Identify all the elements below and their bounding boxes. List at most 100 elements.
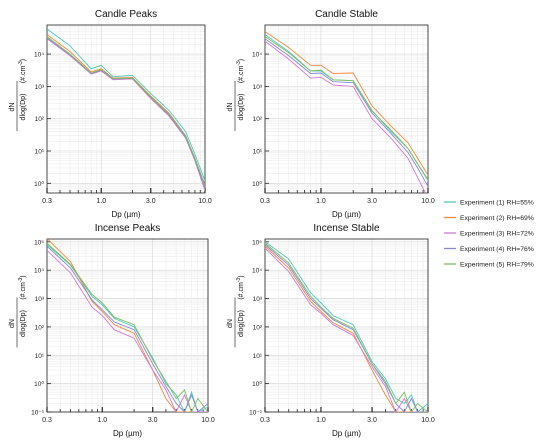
y-axis-label-numerator: dN	[227, 103, 234, 112]
y-axis-unit: (#.cm-3)	[236, 59, 245, 83]
series-line-3	[265, 40, 426, 193]
x-axis-label: Dp (µm)	[113, 429, 142, 438]
x-axis-label: Dp (µm)	[111, 210, 140, 219]
plot-frame	[264, 238, 429, 413]
y-axis-unit-superscript: -3	[236, 61, 242, 66]
legend-label-4: Experiment (4) RH=76%	[460, 246, 534, 253]
y-axis-unit-base: (#.cm	[20, 282, 27, 300]
y-tick-label: 10¹	[35, 149, 45, 156]
plot-frame	[46, 238, 209, 413]
y-tick-label: 10¹	[35, 353, 45, 360]
x-tick-label: 10.0	[421, 417, 435, 424]
legend-label-1: Experiment (1) RH=55%	[460, 200, 534, 207]
x-tick-label: 3.0	[367, 198, 377, 205]
series-line-3	[265, 247, 428, 412]
y-axis-unit: (#.cm-3)	[18, 59, 27, 83]
y-tick-label: 10⁻¹	[31, 410, 45, 417]
y-tick-label: 10³	[35, 296, 45, 303]
y-axis-unit-close: )	[20, 59, 27, 61]
plot-frame	[264, 24, 429, 194]
y-tick-label: 10³	[253, 296, 263, 303]
chart-panel-4: 0.3 1.0 3.0 10.0 10⁻¹ 10⁰ 10¹ 10² 10³ 10⁴ 10⁵ Incen…	[227, 223, 435, 438]
y-axis-unit: (#.cm-3)	[236, 275, 245, 299]
y-axis-label-numerator: dN	[227, 319, 234, 328]
y-tick-label: 10⁵	[252, 239, 262, 246]
x-tick-label: 3.0	[367, 417, 377, 424]
y-axis-unit-close: )	[238, 275, 245, 277]
y-tick-label: 10⁴	[34, 268, 44, 275]
y-tick-label: 10⁰	[252, 380, 262, 388]
x-axis-label: Dp (µm)	[332, 210, 361, 219]
y-tick-label: 10²	[253, 116, 263, 123]
y-axis-unit-base: (#.cm	[238, 282, 245, 300]
chart-panel-3: 0.3 1.0 3.0 10.0 10⁻¹ 10⁰ 10¹ 10² 10³ 10⁴ 10⁵ Incen…	[9, 223, 215, 438]
chart-title: Incense Peaks	[95, 223, 161, 234]
y-tick-label: 10³	[253, 84, 263, 91]
y-axis-label-numerator: dN	[9, 103, 16, 112]
y-axis-label-denominator: dlog(Dp)	[238, 94, 245, 121]
y-axis-unit-superscript: -3	[18, 277, 24, 282]
series-line-1	[265, 241, 428, 412]
x-tick-label: 3.0	[148, 417, 158, 424]
chart-title: Candle Stable	[315, 9, 378, 20]
series-line-5	[47, 36, 205, 185]
y-axis-unit-base: (#.cm	[20, 65, 27, 83]
series-line-3	[47, 250, 208, 412]
legend-label-5: Experiment (5) RH=79%	[460, 262, 534, 269]
x-tick-label: 0.3	[42, 198, 52, 205]
y-tick-label: 10⁰	[34, 180, 44, 188]
y-tick-label: 10¹	[253, 353, 263, 360]
x-tick-label: 1.0	[97, 417, 107, 424]
legend: Experiment (1) RH=55% Experiment (2) RH=6…	[444, 200, 534, 269]
x-tick-label: 1.0	[316, 417, 326, 424]
y-axis-unit-superscript: -3	[18, 61, 24, 66]
chart-panel-1: 0.3 1.0 3.0 10.0 10⁰ 10¹ 10² 10³ 10⁴ Candle Peaks…	[9, 9, 212, 219]
x-tick-label: 1.0	[96, 198, 106, 205]
series-line-5	[47, 242, 208, 412]
series-line-4	[265, 38, 428, 187]
y-tick-label: 10⁴	[34, 52, 44, 59]
series-line-4	[47, 245, 208, 412]
series-line-5	[265, 242, 428, 412]
plot-frame	[46, 24, 206, 194]
chart-panel-2: 0.3 1.0 3.0 10.0 10⁰ 10¹ 10² 10³ 10⁴ Candle Stabl…	[227, 9, 435, 219]
legend-label-2: Experiment (2) RH=69%	[460, 215, 534, 222]
y-tick-label: 10⁴	[252, 268, 262, 275]
series-line-2	[265, 31, 428, 176]
y-tick-label: 10⁰	[34, 380, 44, 388]
y-axis-unit: (#.cm-3)	[18, 275, 27, 299]
y-axis-unit-close: )	[20, 275, 27, 277]
series-line-4	[47, 37, 205, 189]
series-line-5	[265, 36, 428, 180]
x-axis-label: Dp (µm)	[332, 429, 361, 438]
series-line-2	[265, 245, 428, 412]
x-tick-label: 1.0	[316, 198, 326, 205]
series-line-1	[47, 244, 208, 412]
chart-title: Incense Stable	[313, 223, 380, 234]
y-tick-label: 10⁴	[252, 52, 262, 59]
y-tick-label: 10¹	[253, 149, 263, 156]
y-axis-label-denominator: dlog(Dp)	[20, 310, 27, 337]
x-tick-label: 10.0	[201, 417, 215, 424]
y-axis-unit-superscript: -3	[236, 277, 242, 282]
x-tick-label: 0.3	[42, 417, 52, 424]
series-line-1	[47, 28, 205, 181]
y-tick-label: 10²	[35, 324, 45, 331]
x-tick-label: 10.0	[198, 198, 212, 205]
x-tick-label: 10.0	[421, 198, 435, 205]
y-axis-unit-base: (#.cm	[238, 65, 245, 83]
y-tick-label: 10²	[35, 116, 45, 123]
y-tick-label: 10⁰	[252, 180, 262, 188]
y-tick-label: 10⁻¹	[249, 410, 263, 417]
y-axis-label-numerator: dN	[9, 319, 16, 328]
y-tick-label: 10³	[35, 84, 45, 91]
x-tick-label: 0.3	[260, 417, 270, 424]
y-tick-label: 10²	[253, 324, 263, 331]
y-tick-label: 10⁵	[34, 239, 44, 246]
y-axis-unit-close: )	[238, 59, 245, 61]
x-tick-label: 3.0	[146, 198, 156, 205]
y-axis-label-denominator: dlog(Dp)	[238, 310, 245, 337]
legend-label-3: Experiment (3) RH=72%	[460, 231, 534, 238]
